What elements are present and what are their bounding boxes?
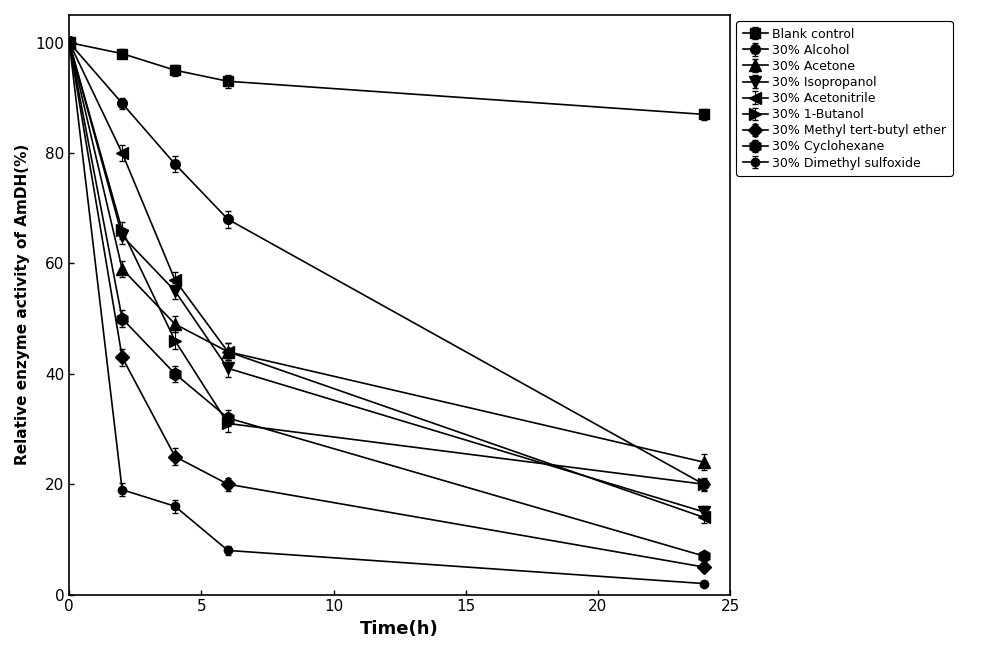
X-axis label: Time(h): Time(h) (360, 620, 439, 638)
Y-axis label: Relative enzyme activity of AmDH(%): Relative enzyme activity of AmDH(%) (15, 144, 30, 466)
Legend: Blank control, 30% Alcohol, 30% Acetone, 30% Isopropanol, 30% Acetonitrile, 30% : Blank control, 30% Alcohol, 30% Acetone,… (736, 22, 953, 176)
